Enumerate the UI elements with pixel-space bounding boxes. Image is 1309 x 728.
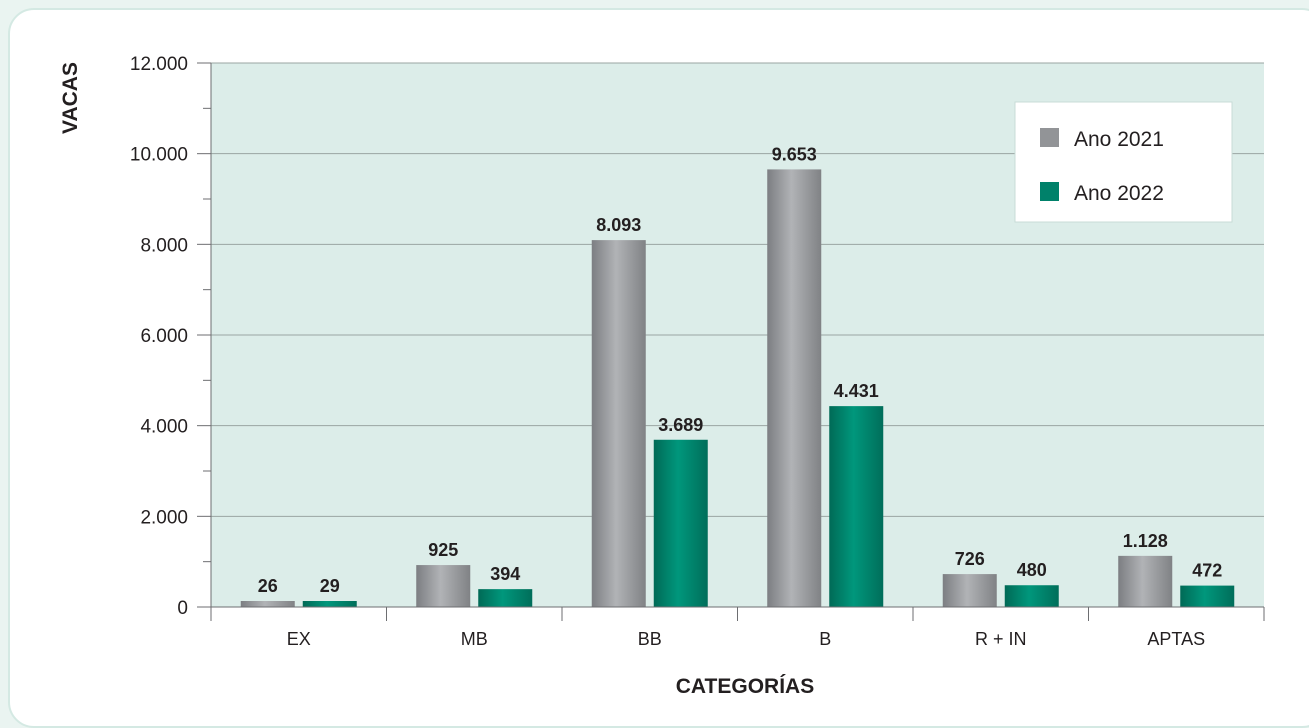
y-tick-label: 12.000 (130, 54, 188, 75)
bar-ano-2022 (653, 439, 708, 607)
x-tick-label: APTAS (1147, 629, 1205, 649)
bar-ano-2022 (478, 589, 533, 607)
x-tick-label: R + IN (975, 629, 1027, 649)
bar-ano-2022 (829, 406, 884, 607)
bar-ano-2022 (1180, 585, 1235, 607)
bar-ano-2022 (1004, 585, 1059, 607)
data-label: 8.093 (596, 215, 641, 235)
bar-ano-2021 (591, 240, 646, 607)
legend-label-2022: Ano 2022 (1074, 182, 1164, 205)
data-label: 29 (320, 576, 340, 596)
data-label: 9.653 (772, 144, 817, 164)
bar-ano-2021 (416, 565, 471, 607)
bars: 26 29 925 394 8.093 3.689 9.653 4.431 726 480 1.12… (240, 144, 1235, 607)
bar-ano-2021 (767, 169, 822, 607)
data-label: 3.689 (658, 415, 703, 435)
bar-ano-2021 (1118, 555, 1173, 607)
data-label: 480 (1017, 560, 1047, 580)
y-tick-label: 10.000 (130, 145, 188, 166)
y-tick-label: 2.000 (140, 507, 188, 528)
data-label: 394 (490, 564, 520, 584)
x-tick-label: B (819, 629, 831, 649)
data-label: 726 (955, 549, 985, 569)
legend-label-2021: Ano 2021 (1074, 128, 1164, 151)
x-tick-label: EX (287, 629, 311, 649)
legend-swatch-2021 (1040, 128, 1059, 147)
bar-ano-2021 (240, 601, 295, 607)
bar-ano-2021 (942, 574, 997, 607)
x-axis-title: CATEGORÍAS (676, 675, 814, 698)
data-label: 472 (1192, 561, 1222, 581)
legend-box (1014, 101, 1233, 223)
x-tick-label: MB (461, 629, 488, 649)
data-label: 925 (428, 540, 458, 560)
legend-swatch-2022 (1040, 182, 1059, 201)
y-axis-title: VACAS (59, 62, 82, 134)
data-label: 26 (258, 576, 278, 596)
y-tick-label: 6.000 (140, 326, 188, 347)
x-tick-label: BB (638, 629, 662, 649)
data-label: 4.431 (834, 381, 879, 401)
bar-ano-2022 (302, 601, 357, 607)
y-tick-label: 8.000 (140, 235, 188, 256)
y-tick-label: 0 (177, 598, 188, 619)
data-label: 1.128 (1123, 531, 1168, 551)
legend: Ano 2021 Ano 2022 (1014, 101, 1233, 223)
y-tick-label: 4.000 (140, 417, 188, 438)
